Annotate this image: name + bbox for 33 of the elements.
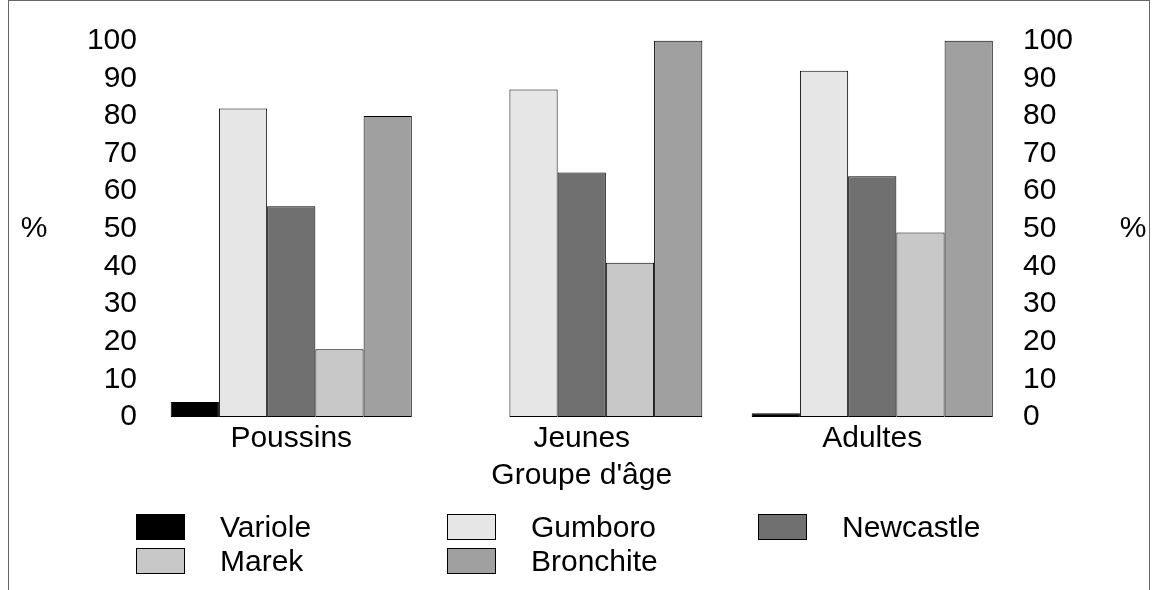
x-tick-label: Adultes [822, 420, 923, 454]
y2-tick-label: 0 [1023, 398, 1040, 432]
y-tick-label: 100 [86, 21, 137, 55]
legend-label: Newcastle [842, 510, 981, 544]
legend-label: Bronchite [531, 544, 658, 578]
y-tick-label: 50 [103, 210, 137, 244]
y2-tick-label: 10 [1023, 360, 1057, 394]
x-tick-label: Jeunes [533, 420, 631, 454]
y-tick-label: 30 [103, 285, 137, 319]
y2-tick-label: 30 [1023, 285, 1057, 319]
y-tick-label: 60 [103, 172, 137, 206]
y2-tick-label: 40 [1023, 247, 1057, 281]
y2-tick-label: 90 [1023, 59, 1057, 93]
y-tick-label: 70 [103, 134, 137, 168]
y2-tick-label: 80 [1023, 97, 1057, 131]
x-axis-title: Groupe d'âge [491, 457, 673, 491]
legend-label: Marek [220, 544, 304, 578]
legend-label: Gumboro [531, 510, 657, 544]
x-tick-label: Poussins [230, 420, 353, 454]
y-tick-label: 10 [103, 360, 137, 394]
y2-tick-label: 60 [1023, 172, 1057, 206]
y2-tick-label: 70 [1023, 134, 1057, 168]
y-tick-label: 40 [103, 247, 137, 281]
y-axis-title: % [20, 210, 48, 244]
y2-axis-title: % [1119, 210, 1147, 244]
y2-tick-label: 50 [1023, 210, 1057, 244]
y-tick-label: 90 [103, 59, 137, 93]
y2-tick-label: 100 [1023, 21, 1074, 55]
y-tick-label: 20 [103, 323, 137, 357]
y-tick-label: 80 [103, 97, 137, 131]
y-tick-label: 0 [120, 398, 137, 432]
legend-label: Variole [220, 510, 312, 544]
y2-tick-label: 20 [1023, 323, 1057, 357]
